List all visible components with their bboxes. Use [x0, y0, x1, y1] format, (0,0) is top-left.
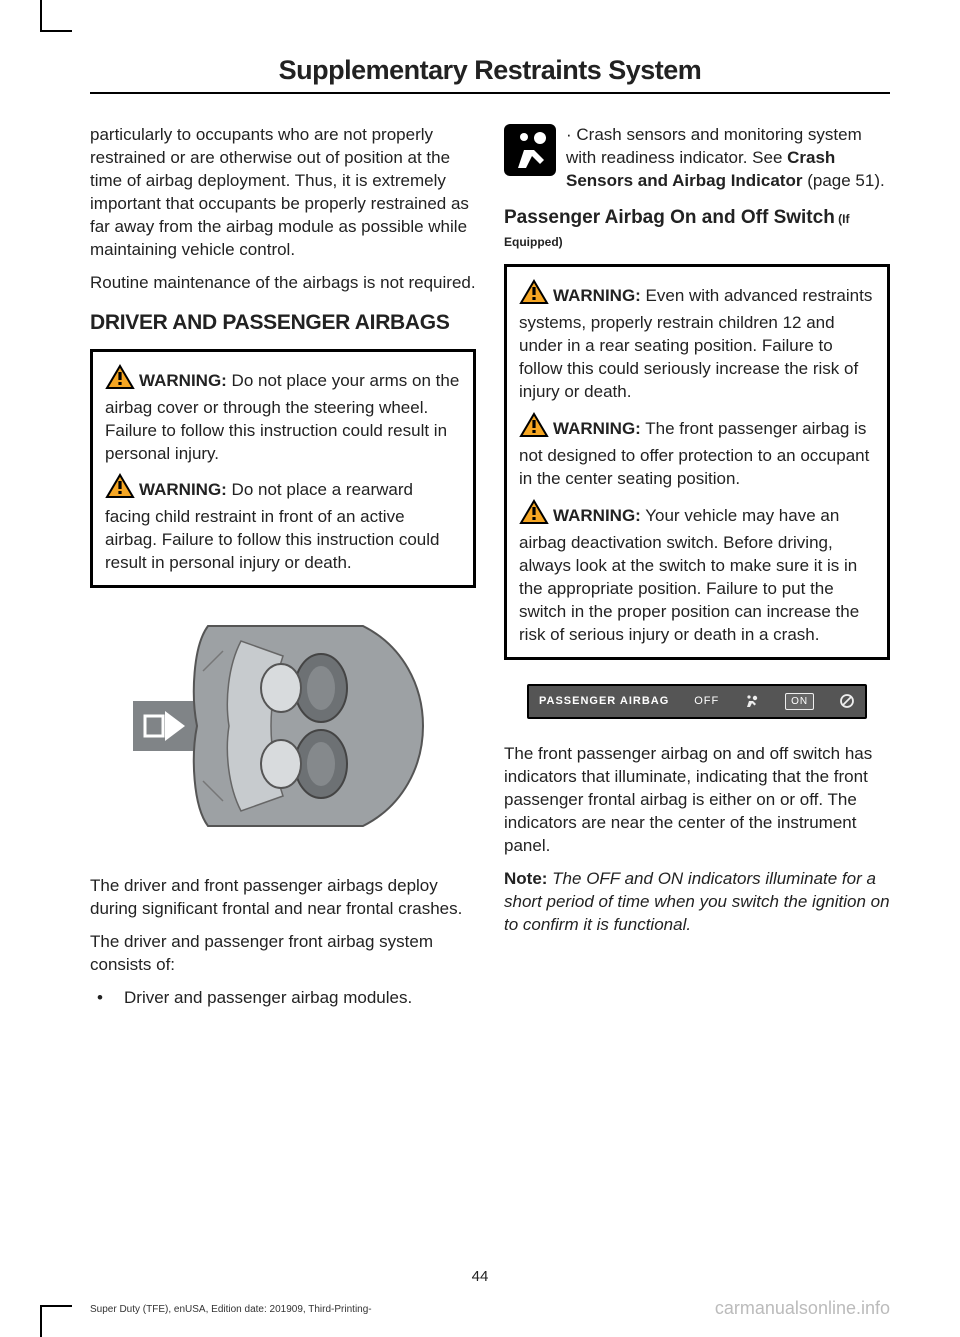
warning-box: WARNING: Even with advanced restraints s… [504, 264, 890, 659]
bullet-icon: • [90, 987, 110, 1010]
panel-prohibit-icon [839, 693, 855, 709]
warning-triangle-icon [105, 473, 135, 506]
icon-caption: · Crash sensors and monitoring system wi… [566, 124, 890, 193]
right-column: · Crash sensors and monitoring system wi… [504, 124, 890, 1010]
passenger-airbag-panel-figure: PASSENGER AIRBAG OFF ON [527, 684, 867, 720]
body-text: Routine maintenance of the airbags is no… [90, 272, 476, 295]
vehicle-airbag-figure [90, 606, 476, 853]
airbag-off-icon [744, 693, 760, 709]
panel-off-label: OFF [694, 694, 719, 709]
list-item: • Driver and passenger airbag modules. [90, 987, 476, 1010]
body-text: (page 51). [802, 171, 884, 190]
warning-triangle-icon [105, 364, 135, 397]
warning-text: Your vehicle may have an airbag deactiva… [519, 506, 859, 644]
crop-mark [40, 0, 72, 32]
body-text: The front passenger airbag on and off sw… [504, 743, 890, 858]
warning-label: WARNING: [553, 506, 641, 525]
panel-label: PASSENGER AIRBAG [539, 694, 669, 709]
warning-label: WARNING: [553, 419, 641, 438]
airbag-person-icon [504, 124, 556, 176]
note-text: The OFF and ON indicators illuminate for… [504, 869, 890, 934]
panel-on-label: ON [785, 693, 814, 711]
sub-heading-main: Passenger Airbag On and Off Switch [504, 207, 835, 228]
warning-label: WARNING: [139, 371, 227, 390]
footer-edition: Super Duty (TFE), enUSA, Edition date: 2… [90, 1304, 372, 1315]
warning-label: WARNING: [139, 480, 227, 499]
note: Note: The OFF and ON indicators illumina… [504, 868, 890, 937]
footer-watermark: carmanualsonline.info [715, 1298, 890, 1319]
warning-triangle-icon [519, 499, 549, 532]
page-title: Supplementary Restraints System [90, 55, 890, 86]
page-number: 44 [0, 1268, 960, 1285]
warning-label: WARNING: [553, 286, 641, 305]
body-text: The driver and passenger front airbag sy… [90, 931, 476, 977]
note-label: Note: [504, 869, 547, 888]
sub-heading: Passenger Airbag On and Off Switch (If E… [504, 207, 890, 253]
list-item-text: Driver and passenger airbag modules. [124, 987, 412, 1010]
body-text: The driver and front passenger airbags d… [90, 875, 476, 921]
title-rule [90, 92, 890, 94]
crop-mark [40, 1305, 72, 1337]
body-text: particularly to occupants who are not pr… [90, 124, 476, 262]
warning-triangle-icon [519, 279, 549, 312]
section-heading: DRIVER AND PASSENGER AIRBAGS [90, 311, 476, 335]
warning-box: WARNING: Do not place your arms on the a… [90, 349, 476, 589]
left-column: particularly to occupants who are not pr… [90, 124, 476, 1010]
warning-triangle-icon [519, 412, 549, 445]
